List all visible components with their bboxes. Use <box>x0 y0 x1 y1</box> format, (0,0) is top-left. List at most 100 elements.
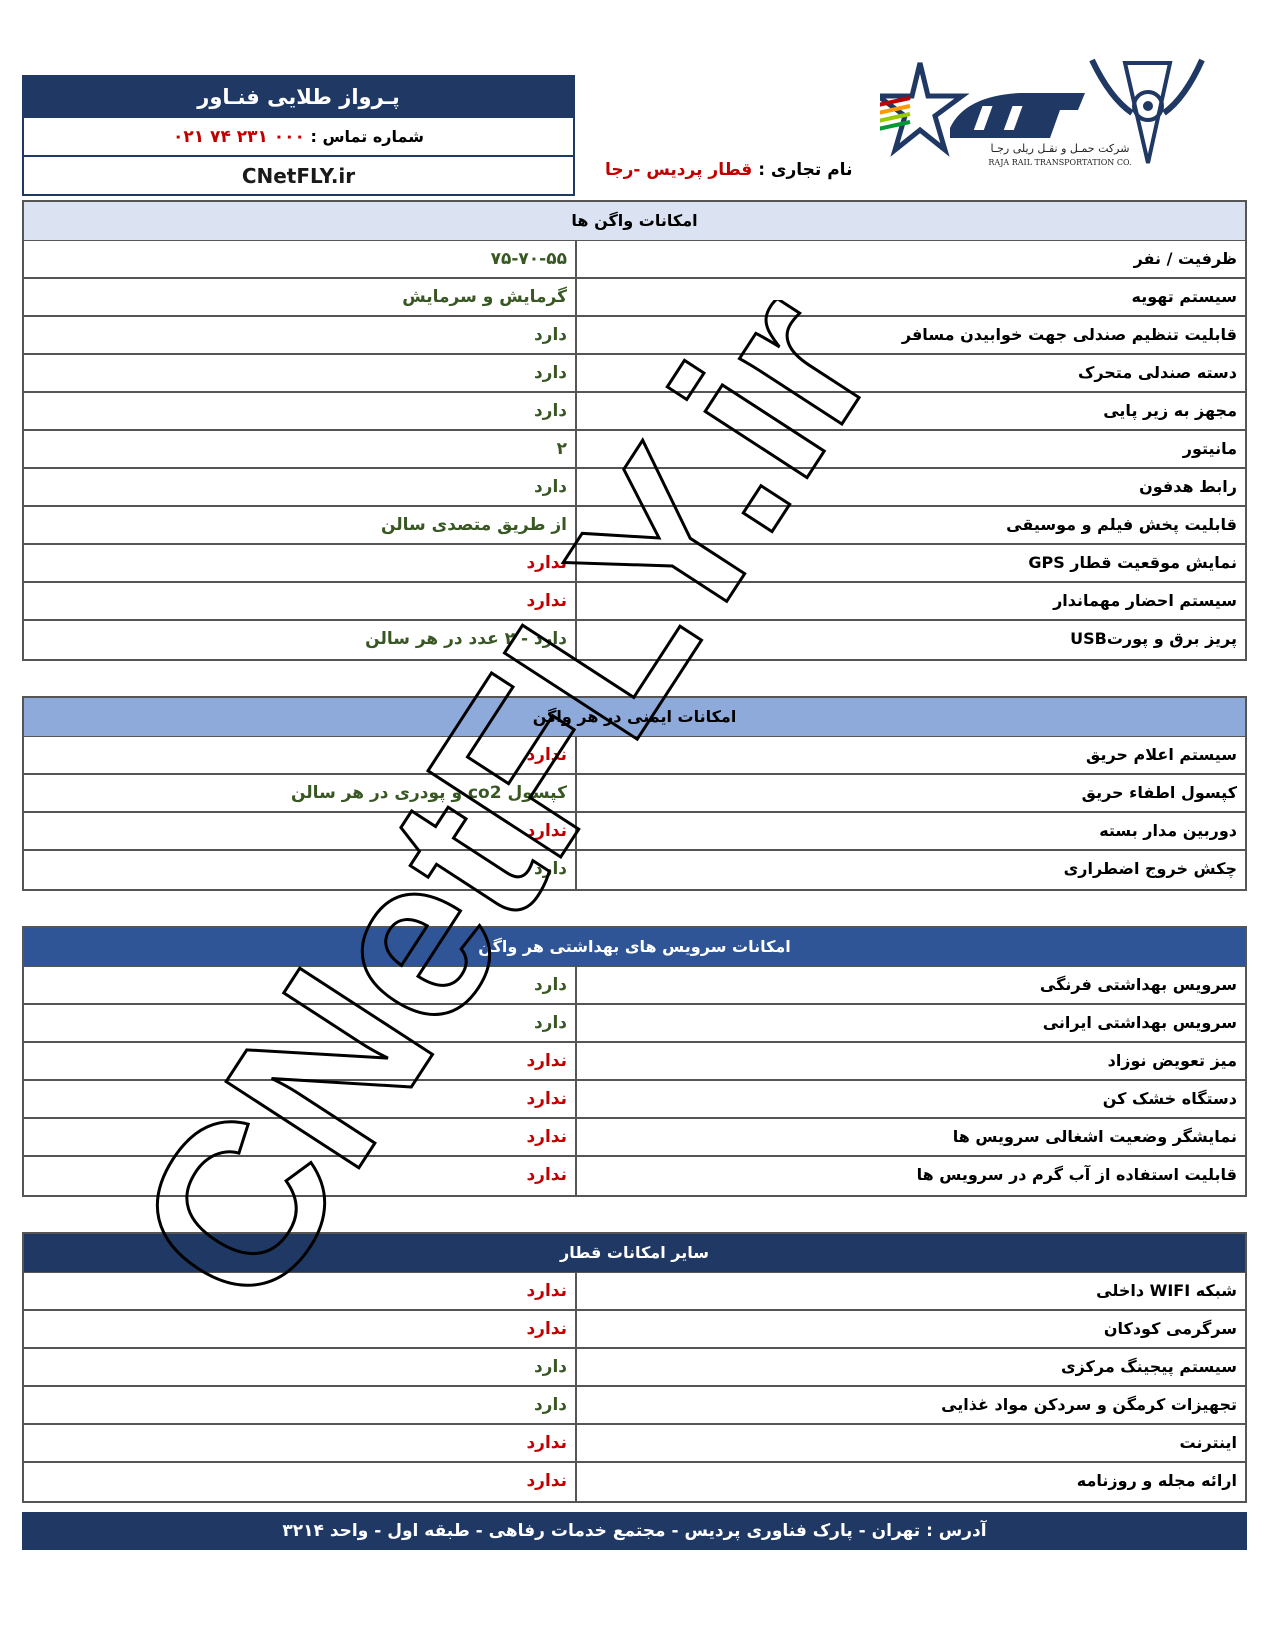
table-row: گرمایش و سرمایش سیستم تهویه <box>24 279 1245 317</box>
feature-value: دارد <box>24 967 577 1003</box>
feature-label: میز تعویض نوزاد <box>1107 1051 1237 1070</box>
train-logo-icon <box>950 93 1085 138</box>
section-title: امکانات ایمنی در هر واگن <box>24 698 1245 737</box>
trade-name-label: نام تجاری : <box>758 160 853 180</box>
table-row: دارد تجهیزات کرمگن و سردکن مواد غذایی <box>24 1387 1245 1425</box>
feature-value: ندارد <box>24 1463 577 1501</box>
footer-address: آدرس : تهران - پارک فناوری پردیس - مجتمع… <box>22 1512 1247 1550</box>
section-title: امکانات سرویس های بهداشتی هر واگن <box>24 928 1245 967</box>
feature-label: سیستم اعلام حریق <box>1086 745 1237 764</box>
table-row: دارد قابلیت تنظیم صندلی جهت خوابیدن مسافر <box>24 317 1245 355</box>
table-row: دارد دسته صندلی متحرک <box>24 355 1245 393</box>
feature-label: دستگاه خشک کن <box>1102 1089 1237 1108</box>
feature-label: قابلیت استفاده از آب گرم در سرویس ها <box>916 1165 1237 1184</box>
agency-website: CNetFLY.ir <box>241 164 356 188</box>
table-row: ندارد دوربین مدار بسته <box>24 813 1245 851</box>
feature-label: نمایشگر وضعیت اشغالی سرویس ها <box>952 1127 1237 1146</box>
feature-value: ندارد <box>24 1081 577 1117</box>
table-row: دارد چکش خروج اضطراری <box>24 851 1245 889</box>
phone-number: ۰۲۱ ۷۴ ۲۳۱ ۰۰۰ <box>173 127 305 147</box>
feature-label: تجهیزات کرمگن و سردکن مواد غذایی <box>941 1395 1237 1414</box>
table-row: ندارد نمایشگر وضعیت اشغالی سرویس ها <box>24 1119 1245 1157</box>
feature-value: دارد <box>24 1387 577 1423</box>
feature-value: ندارد <box>24 1043 577 1079</box>
feature-label: سرویس بهداشتی ایرانی <box>1042 1013 1237 1032</box>
feature-value: ندارد <box>24 1157 577 1195</box>
agency-phone: شماره تماس : ۰۲۱ ۷۴ ۲۳۱ ۰۰۰ <box>24 118 573 157</box>
feature-value: دارد <box>24 355 577 391</box>
section-other-features: سایر امکانات قطار ندارد شبکه WIFI داخلی ند… <box>22 1232 1247 1503</box>
feature-value: گرمایش و سرمایش <box>24 279 577 315</box>
feature-label: سیستم تهویه <box>1131 287 1237 306</box>
table-row: ندارد نمایش موقعیت قطار GPS <box>24 545 1245 583</box>
feature-value: ۷۵-۷۰-۵۵ <box>24 241 577 277</box>
feature-label: چکش خروج اضطراری <box>1063 859 1237 878</box>
feature-value: ندارد <box>24 583 577 619</box>
feature-value: ۲ <box>24 431 577 467</box>
feature-value: دارد <box>24 851 577 889</box>
feature-label: کپسول اطفاء حریق <box>1081 783 1237 802</box>
feature-label: شبکه WIFI داخلی <box>1096 1281 1237 1300</box>
table-row: ندارد ارائه مجله و روزنامه <box>24 1463 1245 1501</box>
feature-value: دارد <box>24 469 577 505</box>
feature-label: سرگرمی کودکان <box>1103 1319 1237 1338</box>
trade-name: نام تجاری : قطار پردیس -رجا <box>605 160 852 180</box>
winged-emblem-icon <box>1089 58 1205 164</box>
table-row: دارد سرویس بهداشتی فرنگی <box>24 967 1245 1005</box>
feature-value: از طریق متصدی سالن <box>24 507 577 543</box>
table-row: ۷۵-۷۰-۵۵ ظرفیت / نفر <box>24 241 1245 279</box>
feature-label: مجهز به زیر پایی <box>1103 401 1237 420</box>
section-wagon-features: امکانات واگن ها ۷۵-۷۰-۵۵ ظرفیت / نفر گرمای… <box>22 200 1247 661</box>
raja-logo <box>880 58 1205 164</box>
feature-label: ارائه مجله و روزنامه <box>1076 1471 1237 1490</box>
table-row: ندارد سرگرمی کودکان <box>24 1311 1245 1349</box>
agency-title: پـرواز طلایی فنـاور <box>24 77 573 118</box>
feature-label: سرویس بهداشتی فرنگی <box>1039 975 1237 994</box>
section-restroom-features: امکانات سرویس های بهداشتی هر واگن دارد سر… <box>22 926 1247 1197</box>
table-row: دارد سیستم پیجینگ مرکزی <box>24 1349 1245 1387</box>
feature-label: دوربین مدار بسته <box>1099 821 1237 840</box>
feature-label: نمایش موقعیت قطار GPS <box>1028 553 1237 572</box>
feature-value: ندارد <box>24 545 577 581</box>
feature-value: دارد <box>24 317 577 353</box>
feature-value: دارد - ۲ عدد در هر سالن <box>24 621 577 659</box>
feature-value: دارد <box>24 393 577 429</box>
logo-caption-en: RAJA RAIL TRANSPORTATION CO. <box>988 158 1132 167</box>
feature-label: پریز برق و پورتUSB <box>1070 629 1237 648</box>
table-row: ندارد قابلیت استفاده از آب گرم در سرویس ه… <box>24 1157 1245 1195</box>
agency-info-box: پـرواز طلایی فنـاور شماره تماس : ۰۲۱ ۷۴ … <box>22 75 575 196</box>
section-title: امکانات واگن ها <box>24 202 1245 241</box>
table-row: دارد - ۲ عدد در هر سالن پریز برق و پورتUS… <box>24 621 1245 659</box>
table-row: دارد رابط هدفون <box>24 469 1245 507</box>
feature-label: ظرفیت / نفر <box>1133 249 1237 268</box>
table-row: ندارد سیستم احضار مهماندار <box>24 583 1245 621</box>
feature-label: قابلیت پخش فیلم و موسیقی <box>1006 515 1237 534</box>
logo-caption: شرکت حمـل و نقـل ریلی رجـا <box>990 142 1130 155</box>
feature-label: دسته صندلی متحرک <box>1077 363 1237 382</box>
feature-value: ندارد <box>24 1311 577 1347</box>
feature-label: رابط هدفون <box>1139 477 1237 496</box>
table-row: ندارد سیستم اعلام حریق <box>24 737 1245 775</box>
feature-label: مانیتور <box>1182 439 1237 458</box>
table-row: دارد مجهز به زیر پایی <box>24 393 1245 431</box>
feature-value: دارد <box>24 1349 577 1385</box>
feature-label: قابلیت تنظیم صندلی جهت خوابیدن مسافر <box>901 325 1237 344</box>
feature-value: ندارد <box>24 1273 577 1309</box>
feature-value: کپسول co2 و پودری در هر سالن <box>24 775 577 811</box>
feature-value: دارد <box>24 1005 577 1041</box>
table-row: ندارد دستگاه خشک کن <box>24 1081 1245 1119</box>
table-row: کپسول co2 و پودری در هر سالن کپسول اطفاء … <box>24 775 1245 813</box>
table-row: ندارد اینترنت <box>24 1425 1245 1463</box>
section-safety-features: امکانات ایمنی در هر واگن ندارد سیستم اعلا… <box>22 696 1247 891</box>
table-row: ندارد شبکه WIFI داخلی <box>24 1273 1245 1311</box>
feature-label: اینترنت <box>1179 1433 1237 1452</box>
star-logo-icon <box>880 62 970 157</box>
table-row: دارد سرویس بهداشتی ایرانی <box>24 1005 1245 1043</box>
table-row: از طریق متصدی سالن قابلیت پخش فیلم و موسی… <box>24 507 1245 545</box>
trade-name-value: قطار پردیس -رجا <box>605 160 753 180</box>
feature-value: ندارد <box>24 737 577 773</box>
feature-value: ندارد <box>24 813 577 849</box>
feature-label: سیستم پیجینگ مرکزی <box>1060 1357 1237 1376</box>
table-row: ندارد میز تعویض نوزاد <box>24 1043 1245 1081</box>
section-title: سایر امکانات قطار <box>24 1234 1245 1273</box>
